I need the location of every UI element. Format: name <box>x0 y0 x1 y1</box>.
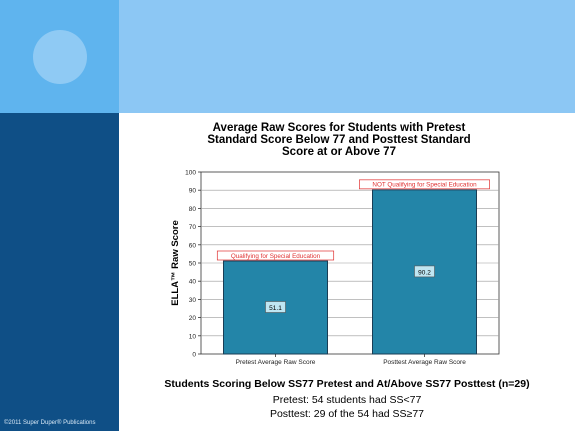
annotation-label: Qualifying for Special Education <box>231 253 321 260</box>
y-tick-label: 70 <box>189 224 197 231</box>
decorative-circle <box>33 30 87 84</box>
x-tick-label: Posttest Average Raw Score <box>383 359 466 366</box>
chart-title-line: Average Raw Scores for Students with Pre… <box>213 122 466 134</box>
y-tick-label: 30 <box>189 297 197 304</box>
y-tick-label: 80 <box>189 206 197 213</box>
value-label: 90.2 <box>418 269 431 276</box>
value-label: 51.1 <box>269 305 282 312</box>
y-tick-label: 60 <box>189 242 197 249</box>
chart-title-line: Score at or Above 77 <box>282 146 396 158</box>
top-band <box>119 0 575 113</box>
chart-panel: Average Raw Scores for Students with Pre… <box>164 114 514 366</box>
copyright-text: ©2011 Super Duper® Publications <box>4 420 96 426</box>
annotation-label: NOT Qualifying for Special Education <box>372 182 477 189</box>
caption-main: Students Scoring Below SS77 Pretest and … <box>164 378 530 390</box>
y-axis-label: ELLA™ Raw Score <box>170 220 181 306</box>
value-label-box <box>414 265 435 278</box>
y-tick-label: 90 <box>189 188 197 195</box>
bar-chart: Average Raw Scores for Students with Pre… <box>170 122 500 366</box>
left-bottom-panel: ©2011 Super Duper® Publications <box>0 113 119 431</box>
y-tick-label: 10 <box>189 333 197 340</box>
caption-posttest: Posttest: 29 of the 54 had SS≥77 <box>269 408 425 420</box>
annotation-box <box>359 179 490 190</box>
y-tick-label: 50 <box>189 261 197 268</box>
y-tick-label: 40 <box>189 279 197 286</box>
chart-title-line: Standard Score Below 77 and Posttest Sta… <box>207 134 470 146</box>
left-top-panel <box>0 0 119 113</box>
y-tick-label: 0 <box>192 352 196 359</box>
x-tick-label: Pretest Average Raw Score <box>236 359 316 366</box>
y-tick-label: 100 <box>185 170 196 177</box>
value-label-box <box>265 301 286 313</box>
annotation-box <box>216 250 335 261</box>
caption-pretest: Pretest: 54 students had SS<77 <box>272 394 422 406</box>
y-tick-label: 20 <box>189 315 197 322</box>
